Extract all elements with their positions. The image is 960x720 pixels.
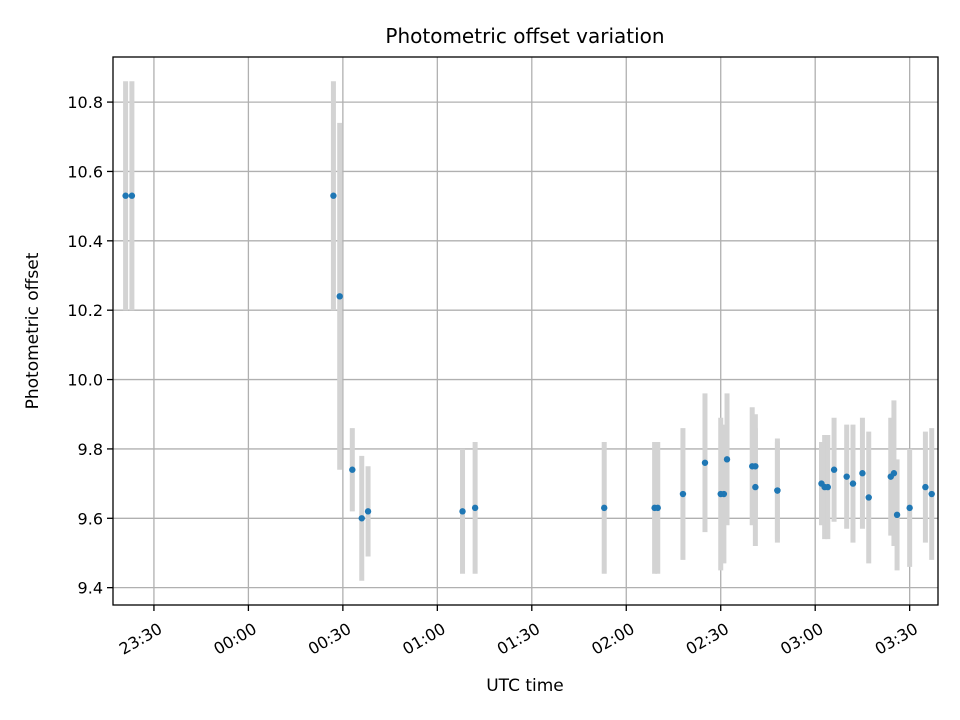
data-point: [824, 483, 831, 491]
data-point: [330, 192, 337, 199]
data-point: [830, 466, 838, 473]
data-point: [752, 463, 759, 470]
data-point: [865, 494, 872, 501]
y-tick-label: 9.8: [78, 440, 103, 459]
data-point: [859, 470, 866, 477]
data-points: [122, 192, 935, 522]
data-point: [336, 293, 343, 300]
data-point: [364, 508, 372, 515]
data-point: [459, 508, 466, 515]
data-point: [471, 504, 479, 512]
y-tick-label: 10.2: [67, 301, 103, 320]
data-point: [922, 483, 929, 491]
y-axis-label: Photometric offset: [23, 252, 43, 409]
y-tick-label: 10.6: [67, 162, 103, 181]
axes-frame: [112, 56, 939, 606]
data-point: [349, 466, 356, 473]
data-point: [890, 470, 898, 477]
data-point: [122, 192, 129, 199]
y-tick-label: 9.4: [78, 579, 103, 598]
data-point: [128, 192, 136, 199]
chart-title: Photometric offset variation: [385, 24, 664, 48]
data-point: [701, 459, 709, 466]
data-point: [928, 490, 935, 498]
y-tick-label: 10.0: [67, 371, 103, 390]
y-tick-label: 9.6: [78, 509, 103, 528]
data-point: [774, 487, 781, 494]
data-point: [752, 483, 759, 491]
x-axis-label: UTC time: [486, 676, 564, 696]
y-axis-ticks: 9.4 9.6 9.8 10.0 10.2 10.4 10.6 10.8: [67, 93, 113, 598]
y-tick-label: 10.8: [67, 93, 103, 112]
data-point: [601, 504, 608, 512]
y-tick-label: 10.4: [67, 232, 103, 251]
data-point: [906, 504, 913, 512]
grid: [113, 57, 938, 605]
data-point: [893, 511, 901, 519]
data-point: [843, 473, 850, 480]
data-point: [358, 515, 365, 522]
data-point: [679, 490, 687, 498]
data-point: [849, 480, 857, 487]
data-point: [723, 456, 731, 463]
data-point: [654, 504, 661, 512]
data-point: [720, 490, 728, 498]
